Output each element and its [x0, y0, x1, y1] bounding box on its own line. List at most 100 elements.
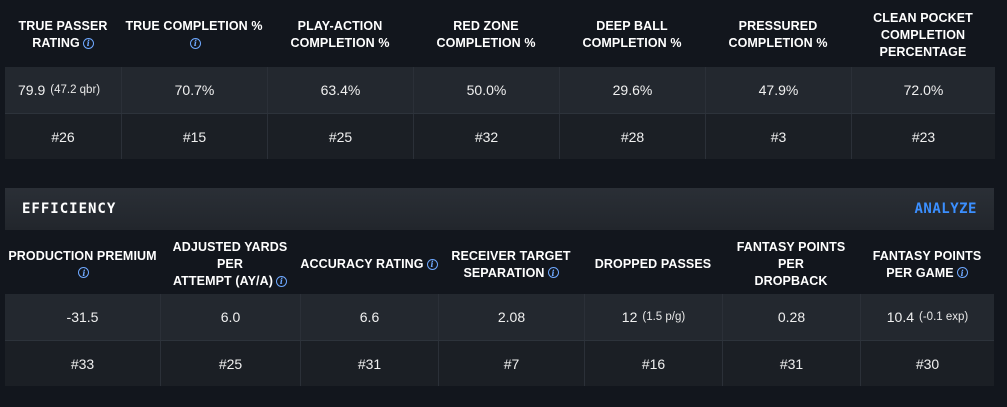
column-header-label: RATING: [32, 36, 80, 50]
efficiency-section-header: EFFICIENCY ANALYZE: [5, 188, 994, 230]
passing-header-row: TRUE PASSER RATING i TRUE COMPLETION % i PLAY…: [5, 4, 995, 66]
stat-value: 63.4%: [320, 82, 361, 98]
stat-value-cell: 6.0: [160, 294, 300, 340]
column-header-label: COMPLETION %: [728, 36, 828, 50]
column-header-label: TRUE COMPLETION %: [125, 19, 263, 33]
column-header-play-action-completion: PLAY-ACTION COMPLETION %: [267, 4, 413, 66]
stat-value: 6.0: [220, 309, 241, 325]
stat-value: 0.28: [777, 309, 806, 325]
column-header-label: TRUE PASSER: [18, 19, 108, 33]
stat-value-cell: 29.6%: [559, 67, 705, 113]
column-header-clean-pocket-completion-percentage: CLEAN POCKET COMPLETION PERCENTAGE: [851, 4, 995, 66]
stat-value: 29.6%: [612, 82, 653, 98]
stat-rank: #23: [911, 128, 936, 145]
stat-rank-cell: #3: [705, 114, 851, 159]
efficiency-header-row: PRODUCTION PREMIUM i ADJUSTED YARDS PER ATT…: [5, 236, 994, 293]
info-icon[interactable]: i: [190, 37, 201, 49]
stat-rank-cell: #25: [267, 114, 413, 159]
column-header-label: RED ZONE: [453, 19, 519, 33]
stat-value: 2.08: [497, 309, 526, 325]
column-header-label: SEPARATION: [463, 265, 545, 280]
stat-rank: #3: [770, 128, 787, 145]
stat-rank: #25: [328, 128, 353, 145]
stat-value-cell: 2.08: [438, 294, 584, 340]
stat-rank: #16: [641, 355, 666, 372]
column-header-production-premium: PRODUCTION PREMIUM i: [5, 236, 160, 293]
stat-rank-cell: #23: [851, 114, 995, 159]
column-header-label: COMPLETION %: [436, 36, 536, 50]
column-header-label: DROPBACK: [754, 274, 828, 288]
stat-rank-cell: #26: [5, 114, 121, 159]
stat-rank-cell: #25: [160, 341, 300, 386]
column-header-label: RECEIVER TARGET: [451, 248, 571, 263]
column-header-true-completion: TRUE COMPLETION % i: [121, 4, 267, 66]
stat-value-cell: 63.4%: [267, 67, 413, 113]
stat-value-cell: 72.0%: [851, 67, 995, 113]
stat-value: 70.7%: [174, 82, 215, 98]
stat-value-cell: 79.9 (47.2 qbr): [5, 67, 121, 113]
column-header-accuracy-rating: ACCURACY RATING i: [300, 236, 438, 293]
stat-rank-cell: #30: [860, 341, 994, 386]
stat-value: 79.9: [18, 82, 46, 98]
stat-value-cell: 0.28: [722, 294, 860, 340]
column-header-pressured-completion: PRESSURED COMPLETION %: [705, 4, 851, 66]
stat-rank-cell: #31: [300, 341, 438, 386]
column-header-label: COMPLETION %: [582, 36, 682, 50]
analyze-link[interactable]: ANALYZE: [914, 201, 977, 217]
stat-value-cell: 50.0%: [413, 67, 559, 113]
stat-rank: #31: [357, 355, 382, 372]
column-header-label: ADJUSTED YARDS PER: [172, 240, 288, 271]
column-header-label: DEEP BALL: [596, 19, 668, 33]
stat-rank: #28: [620, 128, 645, 145]
info-icon[interactable]: i: [547, 267, 559, 278]
column-header-receiver-target-separation: RECEIVER TARGET SEPARATION i: [438, 236, 584, 293]
stat-value-cell: 70.7%: [121, 67, 267, 113]
stat-value: 6.6: [359, 309, 380, 325]
column-header-label: FANTASY POINTS: [872, 248, 982, 263]
column-header-label: PERCENTAGE: [879, 44, 967, 59]
stat-rank: #25: [218, 355, 243, 372]
stat-rank: #15: [182, 128, 207, 145]
stat-value: 10.4: [886, 309, 915, 325]
column-header-label: PLAY-ACTION: [297, 19, 383, 33]
stat-value: 50.0%: [466, 82, 507, 98]
stat-rank-cell: #16: [584, 341, 722, 386]
info-icon[interactable]: i: [426, 258, 438, 270]
stat-rank: #33: [70, 355, 95, 372]
column-header-deep-ball-completion: DEEP BALL COMPLETION %: [559, 4, 705, 66]
column-header-fantasy-points-per-game: FANTASY POINTS PER GAME i: [860, 236, 994, 293]
stat-value-cell: 6.6: [300, 294, 438, 340]
info-icon[interactable]: i: [82, 37, 94, 49]
stat-rank-cell: #28: [559, 114, 705, 159]
stat-subvalue: (47.2 qbr): [50, 84, 101, 96]
column-header-label: PER GAME: [886, 265, 954, 280]
stat-value-cell: 47.9%: [705, 67, 851, 113]
stat-rank: #32: [474, 128, 499, 145]
column-header-label: CLEAN POCKET: [873, 10, 973, 25]
stat-rank: #7: [503, 355, 520, 372]
column-header-label: ATTEMPT (AY/A): [172, 274, 273, 288]
stat-rank: #30: [915, 355, 940, 372]
stat-value: -31.5: [66, 309, 99, 325]
section-title: EFFICIENCY: [22, 201, 117, 217]
stat-rank: #26: [51, 128, 75, 145]
stat-rank-cell: #31: [722, 341, 860, 386]
stat-value-cell: 12 (1.5 p/g): [584, 294, 722, 340]
info-icon[interactable]: i: [956, 267, 968, 278]
stat-value: 72.0%: [903, 82, 944, 98]
stat-rank-cell: #33: [5, 341, 160, 386]
column-header-label: PRODUCTION PREMIUM: [8, 248, 157, 263]
column-header-dropped-passes: DROPPED PASSES: [584, 236, 722, 293]
column-header-label: ACCURACY RATING: [300, 257, 424, 271]
efficiency-values-row: -31.5 6.0 6.6 2.08 12 (1.5 p/g) 0.28 10.4 (-0.1 …: [5, 294, 994, 340]
column-header-true-passer-rating: TRUE PASSER RATING i: [5, 4, 121, 66]
stat-subvalue: (-0.1 exp): [919, 311, 969, 323]
stat-rank: #31: [779, 355, 804, 372]
stat-rank-cell: #15: [121, 114, 267, 159]
info-icon[interactable]: i: [78, 267, 90, 278]
stat-subvalue: (1.5 p/g): [642, 311, 686, 323]
info-icon[interactable]: i: [276, 275, 287, 287]
column-header-label: PRESSURED: [738, 19, 818, 33]
stat-value: 12: [621, 309, 638, 325]
column-header-label: DROPPED PASSES: [594, 257, 712, 271]
